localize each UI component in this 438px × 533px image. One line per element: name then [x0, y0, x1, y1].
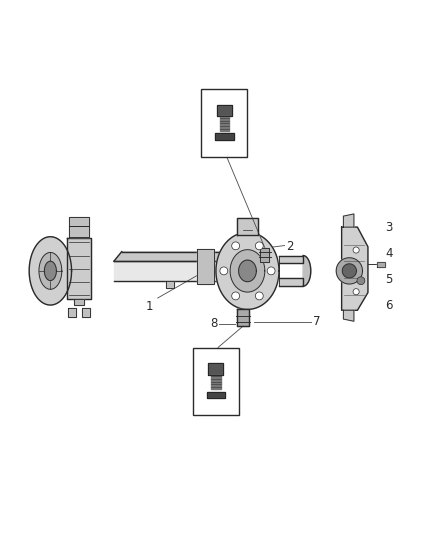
Polygon shape [216, 232, 279, 310]
Polygon shape [336, 258, 363, 284]
Circle shape [220, 267, 228, 275]
Polygon shape [29, 237, 71, 305]
Circle shape [232, 292, 240, 300]
Polygon shape [215, 133, 234, 140]
Polygon shape [343, 214, 354, 227]
Polygon shape [279, 255, 303, 263]
Text: 5: 5 [385, 273, 393, 286]
Circle shape [353, 247, 359, 253]
Polygon shape [377, 262, 385, 267]
Text: 4: 4 [385, 247, 393, 260]
Text: 8: 8 [210, 317, 218, 330]
Circle shape [357, 277, 365, 285]
Text: 3: 3 [385, 221, 393, 233]
Text: 7: 7 [313, 315, 321, 328]
Polygon shape [166, 281, 174, 288]
Polygon shape [343, 310, 354, 321]
Circle shape [267, 267, 275, 275]
Polygon shape [68, 308, 76, 317]
Polygon shape [82, 308, 90, 317]
Polygon shape [343, 264, 357, 278]
Circle shape [255, 292, 263, 300]
Circle shape [353, 289, 359, 295]
Polygon shape [279, 278, 303, 286]
Polygon shape [114, 261, 252, 280]
Polygon shape [69, 226, 88, 237]
Polygon shape [342, 227, 368, 310]
Polygon shape [261, 248, 269, 262]
Polygon shape [197, 249, 214, 284]
Polygon shape [230, 249, 265, 292]
Polygon shape [67, 238, 91, 300]
Polygon shape [237, 218, 258, 235]
Polygon shape [217, 104, 232, 117]
Polygon shape [39, 253, 62, 289]
Polygon shape [69, 217, 88, 226]
Circle shape [255, 242, 263, 250]
Bar [193, 348, 239, 415]
Polygon shape [74, 300, 84, 304]
Polygon shape [208, 363, 223, 375]
Polygon shape [114, 252, 260, 261]
Polygon shape [220, 117, 230, 131]
Polygon shape [239, 260, 256, 281]
Polygon shape [303, 255, 311, 286]
Text: 2: 2 [286, 240, 293, 253]
Circle shape [232, 242, 240, 250]
Polygon shape [207, 392, 225, 398]
Text: 6: 6 [385, 300, 393, 312]
Polygon shape [44, 261, 57, 280]
Bar [201, 89, 247, 157]
Polygon shape [237, 310, 249, 326]
Polygon shape [211, 375, 220, 390]
Text: 1: 1 [146, 300, 153, 313]
